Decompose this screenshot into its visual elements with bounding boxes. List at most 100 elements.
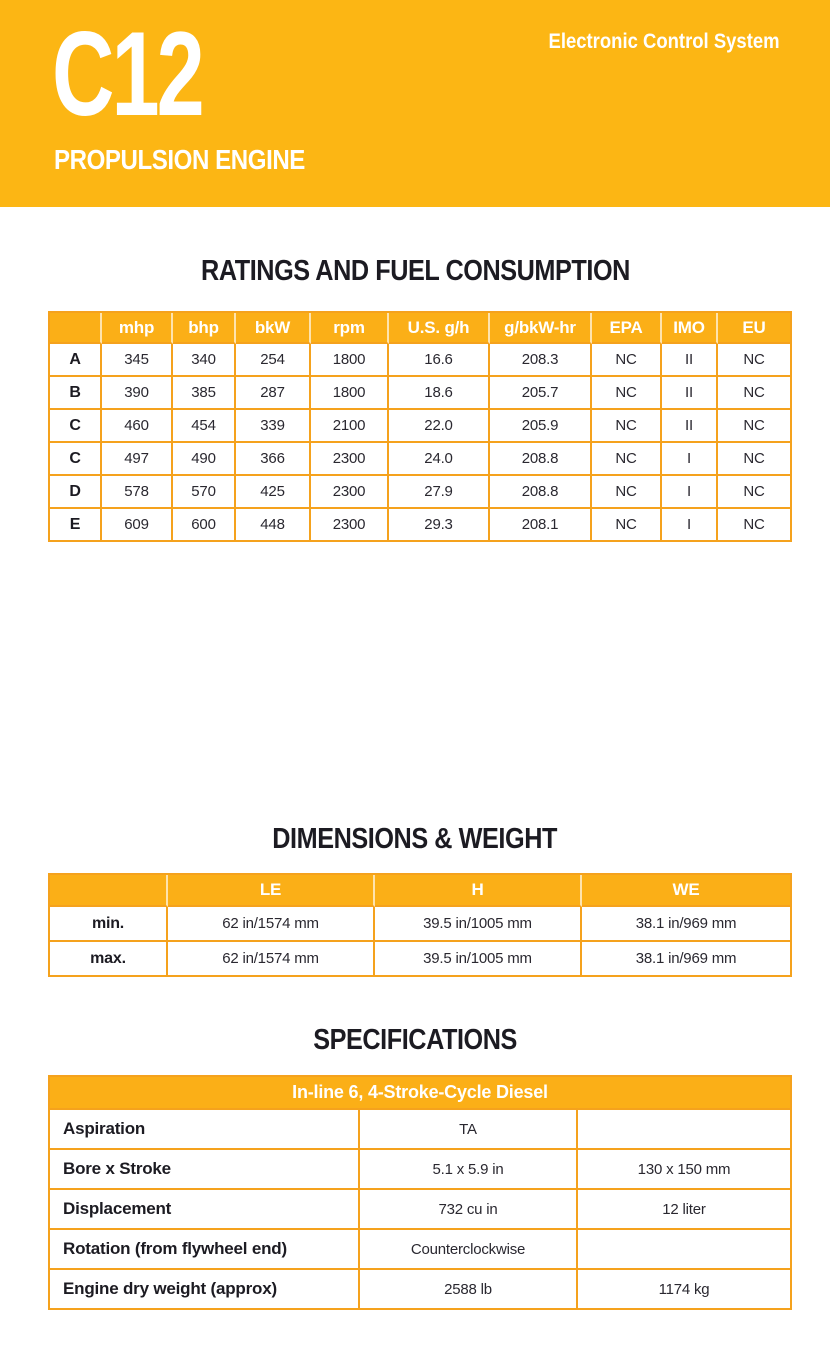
spec-row-displacement: Displacement 732 cu in 12 liter xyxy=(50,1190,790,1230)
header-subtitle: PROPULSION ENGINE xyxy=(54,144,305,175)
rating-bkw: 254 xyxy=(236,344,311,377)
rating-mhp: 345 xyxy=(102,344,173,377)
spec-value-secondary: 1174 kg xyxy=(658,1280,710,1298)
dims-col-we: WE xyxy=(582,875,790,907)
rating-bkw: 339 xyxy=(236,410,311,443)
rating-rpm: 1800 xyxy=(311,377,389,410)
rating-imo: I xyxy=(662,509,718,540)
ratings-row-a: A 345 340 254 1800 16.6 208.3 NC II NC xyxy=(50,344,790,377)
header-tagline: Electronic Control System xyxy=(548,30,780,53)
dims-col-h: H xyxy=(375,875,582,907)
ratings-col-gbkwhr: g/bkW-hr xyxy=(490,313,592,344)
ratings-row-c2: C 497 490 366 2300 24.0 208.8 NC I NC xyxy=(50,443,790,476)
rating-imo: I xyxy=(662,476,718,509)
rating-eu: NC xyxy=(718,344,790,377)
rating-letter: C xyxy=(50,410,102,443)
dims-we-value: 38.1 in/969 mm xyxy=(635,950,737,967)
ratings-col-bhp: bhp xyxy=(173,313,236,344)
rating-usgh: 16.6 xyxy=(389,344,490,377)
rating-imo: II xyxy=(662,410,718,443)
rating-mhp: 460 xyxy=(102,410,173,443)
rating-epa: NC xyxy=(592,377,662,410)
engine-model-title: C12 xyxy=(52,7,205,141)
spec-row-bore-stroke: Bore x Stroke 5.1 x 5.9 in 130 x 150 mm xyxy=(50,1150,790,1190)
ratings-col-mhp: mhp xyxy=(102,313,173,344)
rating-bhp: 340 xyxy=(173,344,236,377)
rating-mhp: 497 xyxy=(102,443,173,476)
ratings-col-imo: IMO xyxy=(662,313,718,344)
rating-letter: C xyxy=(50,443,102,476)
rating-mhp: 578 xyxy=(102,476,173,509)
rating-gbkwhr: 205.7 xyxy=(490,377,592,410)
rating-rpm: 2300 xyxy=(311,476,389,509)
dimensions-header-row: LE H WE xyxy=(50,875,790,907)
ratings-row-b: B 390 385 287 1800 18.6 205.7 NC II NC xyxy=(50,377,790,410)
rating-bhp: 454 xyxy=(173,410,236,443)
ratings-col-blank xyxy=(50,313,102,344)
ratings-col-rpm: rpm xyxy=(311,313,389,344)
rating-bkw: 366 xyxy=(236,443,311,476)
dims-col-le: LE xyxy=(168,875,375,907)
rating-letter: A xyxy=(50,344,102,377)
rating-eu: NC xyxy=(718,443,790,476)
dims-le-value: 62 in/1574 mm xyxy=(168,942,375,975)
ratings-row-e: E 609 600 448 2300 29.3 208.1 NC I NC xyxy=(50,509,790,540)
rating-letter: E xyxy=(50,509,102,540)
ratings-col-bkw: bkW xyxy=(236,313,311,344)
rating-gbkwhr: 208.1 xyxy=(490,509,592,540)
rating-epa: NC xyxy=(592,344,662,377)
rating-rpm: 2100 xyxy=(311,410,389,443)
spec-header-row: In-line 6, 4-Stroke-Cycle Diesel xyxy=(50,1077,790,1110)
rating-mhp: 609 xyxy=(102,509,173,540)
spec-row-dry-weight: Engine dry weight (approx) 2588 lb 1174 … xyxy=(50,1270,790,1308)
spec-value-primary: Counterclockwise xyxy=(360,1230,578,1270)
rating-bkw: 448 xyxy=(236,509,311,540)
rating-bhp: 385 xyxy=(173,377,236,410)
rating-gbkwhr: 208.8 xyxy=(490,476,592,509)
spec-row-aspiration: Aspiration TA xyxy=(50,1110,790,1150)
rating-bkw: 287 xyxy=(236,377,311,410)
specifications-section-title-text: SPECIFICATIONS xyxy=(313,1024,517,1056)
rating-gbkwhr: 208.3 xyxy=(490,344,592,377)
rating-usgh: 27.9 xyxy=(389,476,490,509)
spec-label: Rotation (from flywheel end) xyxy=(50,1230,360,1270)
rating-epa: NC xyxy=(592,509,662,540)
ratings-row-c1: C 460 454 339 2100 22.0 205.9 NC II NC xyxy=(50,410,790,443)
dims-le-value: 62 in/1574 mm xyxy=(168,907,375,942)
ratings-section-title: RATINGS AND FUEL CONSUMPTION xyxy=(0,255,830,288)
rating-eu: NC xyxy=(718,476,790,509)
spec-label: Aspiration xyxy=(50,1110,360,1150)
rating-epa: NC xyxy=(592,443,662,476)
dims-col-blank xyxy=(50,875,168,907)
rating-rpm: 1800 xyxy=(311,344,389,377)
spec-label: Bore x Stroke xyxy=(50,1150,360,1190)
dims-we-value: 38.1 in/969 mm xyxy=(582,907,790,942)
ratings-table: mhp bhp bkW rpm U.S. g/h g/bkW-hr EPA IM… xyxy=(48,311,792,542)
rating-gbkwhr: 205.9 xyxy=(490,410,592,443)
rating-letter: D xyxy=(50,476,102,509)
rating-epa: NC xyxy=(592,410,662,443)
ratings-header-row: mhp bhp bkW rpm U.S. g/h g/bkW-hr EPA IM… xyxy=(50,313,790,344)
dims-row-label: max. xyxy=(50,942,168,975)
rating-usgh: 22.0 xyxy=(389,410,490,443)
spec-value-primary: 5.1 x 5.9 in xyxy=(360,1150,578,1190)
rating-bhp: 570 xyxy=(173,476,236,509)
ratings-col-usgh: U.S. g/h xyxy=(389,313,490,344)
rating-bkw: 425 xyxy=(236,476,311,509)
dims-row-label: min. xyxy=(50,907,168,942)
spec-value-primary: 2588 lb xyxy=(360,1270,578,1308)
dimensions-row-max: max. 62 in/1574 mm 39.5 in/1005 mm 38.1 … xyxy=(50,942,790,975)
spec-engine-type-header: In-line 6, 4-Stroke-Cycle Diesel xyxy=(50,1077,790,1110)
spec-value-secondary xyxy=(578,1230,790,1270)
spec-value-secondary xyxy=(578,1110,790,1150)
dimensions-section-title-text: DIMENSIONS & WEIGHT xyxy=(272,823,558,855)
rating-rpm: 2300 xyxy=(311,509,389,540)
spec-value-primary: 732 cu in xyxy=(360,1190,578,1230)
ratings-col-eu: EU xyxy=(718,313,790,344)
dimensions-table: LE H WE min. 62 in/1574 mm 39.5 in/1005 … xyxy=(48,873,792,977)
rating-bhp: 600 xyxy=(173,509,236,540)
dims-h-value: 39.5 in/1005 mm xyxy=(375,907,582,942)
spec-value-secondary: 12 liter xyxy=(578,1190,790,1230)
spec-value-secondary: 130 x 150 mm xyxy=(578,1150,790,1190)
